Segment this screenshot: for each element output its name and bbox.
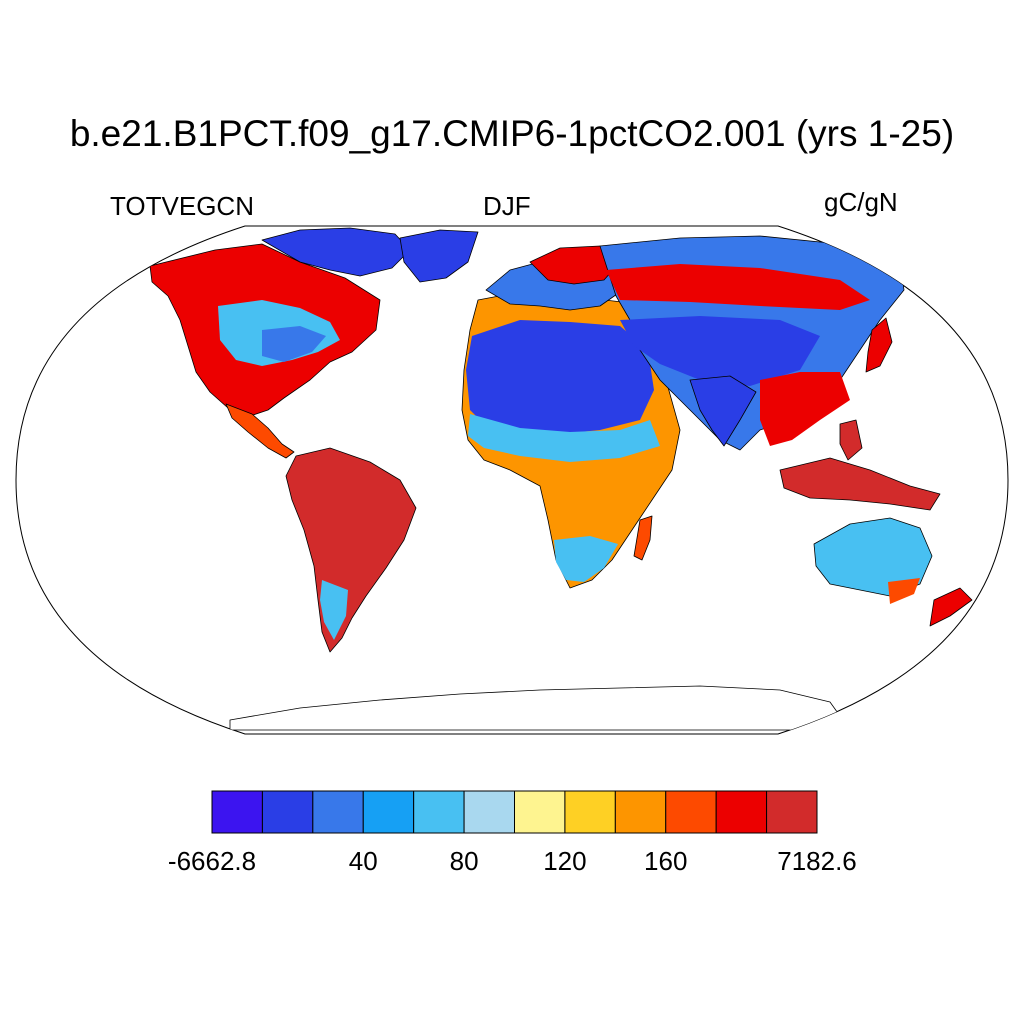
colorbar-swatch bbox=[312, 790, 364, 834]
colorbar-tick-label: 120 bbox=[543, 846, 587, 876]
colorbar-tick-label: 7182.6 bbox=[777, 846, 857, 876]
land-south-america-south bbox=[320, 580, 348, 640]
units-label: gC/gN bbox=[824, 187, 898, 217]
colorbar-swatch bbox=[413, 790, 465, 834]
colorbar bbox=[211, 790, 818, 834]
colorbar-swatch bbox=[614, 790, 667, 834]
land-central-america bbox=[225, 403, 295, 459]
land-indonesia bbox=[779, 457, 941, 511]
land-philippines bbox=[839, 419, 863, 461]
colorbar-swatch bbox=[564, 790, 616, 834]
colorbar-swatch bbox=[362, 790, 415, 834]
land-africa-south bbox=[554, 536, 618, 582]
land-sahara bbox=[466, 320, 654, 434]
colorbar-tick-label: 80 bbox=[449, 846, 479, 876]
land-japan bbox=[865, 317, 893, 373]
land-india bbox=[689, 375, 757, 447]
colorbar-swatch bbox=[665, 790, 717, 834]
plot-title: b.e21.B1PCT.f09_g17.CMIP6-1pctCO2.001 (y… bbox=[69, 113, 955, 154]
land-canadian-arctic bbox=[261, 227, 411, 277]
land-madagascar bbox=[633, 515, 653, 561]
land-new-zealand bbox=[929, 587, 973, 627]
colorbar-swatch bbox=[715, 790, 768, 834]
variable-label: TOTVEGCN bbox=[110, 191, 254, 221]
colorbar-swatch bbox=[261, 790, 314, 834]
colorbar-swatch bbox=[514, 790, 566, 834]
land-siberia-red bbox=[606, 264, 870, 310]
land-central-asia bbox=[620, 316, 820, 386]
season-label: DJF bbox=[483, 191, 531, 221]
land-south-america bbox=[285, 447, 417, 653]
land-sahel bbox=[468, 414, 660, 462]
land-australia bbox=[813, 517, 933, 597]
land-se-asia bbox=[760, 372, 850, 446]
land-antarctica bbox=[229, 685, 851, 731]
colorbar-tick-label: -6662.8 bbox=[167, 846, 257, 876]
colorbar-swatch bbox=[463, 790, 515, 834]
land-greenland bbox=[399, 229, 479, 283]
colorbar-tick-label: 40 bbox=[348, 846, 378, 876]
colorbar-swatch bbox=[766, 790, 818, 834]
colorbar-swatch bbox=[211, 790, 263, 834]
land-australia-coast bbox=[888, 578, 920, 604]
colorbar-tick-label: 160 bbox=[644, 846, 688, 876]
land-us-east bbox=[262, 326, 326, 362]
